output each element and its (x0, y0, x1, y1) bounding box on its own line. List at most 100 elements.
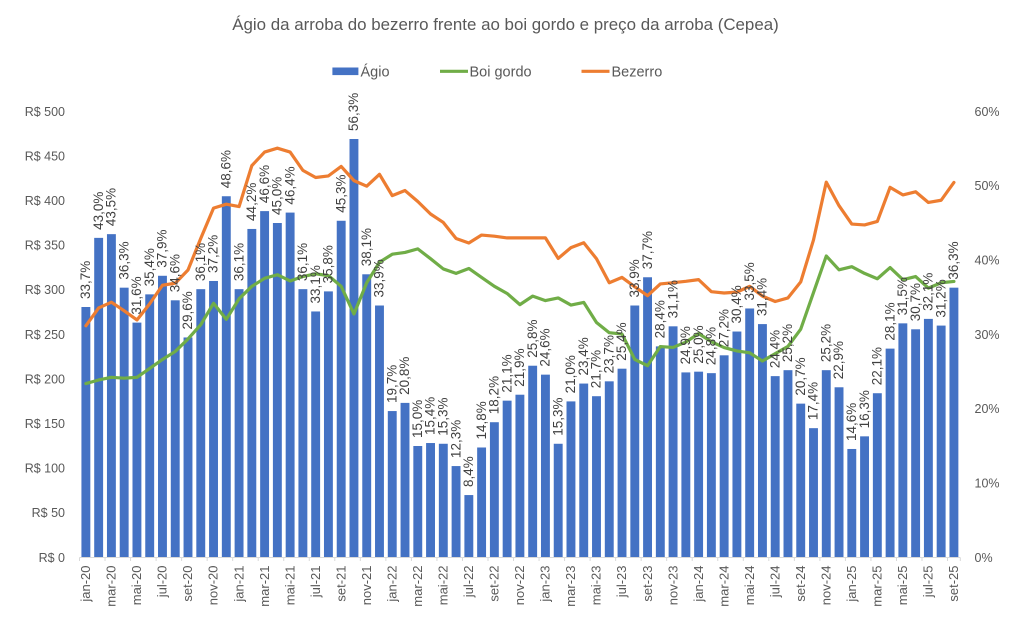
svg-text:mar-22: mar-22 (410, 566, 425, 607)
svg-text:31,4%: 31,4% (755, 278, 770, 316)
svg-text:R$ 150: R$ 150 (25, 417, 65, 431)
svg-text:R$ 100: R$ 100 (25, 462, 65, 476)
svg-text:25,4%: 25,4% (614, 322, 629, 360)
svg-text:24,8%: 24,8% (704, 327, 719, 365)
svg-text:24,9%: 24,9% (678, 326, 693, 364)
svg-text:37,7%: 37,7% (640, 231, 655, 269)
svg-text:14,6%: 14,6% (844, 403, 859, 441)
svg-text:mar-20: mar-20 (104, 566, 119, 607)
svg-text:36,1%: 36,1% (231, 243, 246, 281)
svg-text:35,4%: 35,4% (142, 248, 157, 286)
svg-text:48,6%: 48,6% (219, 150, 234, 188)
svg-text:jan-21: jan-21 (231, 566, 246, 603)
svg-text:jan-24: jan-24 (691, 566, 706, 603)
svg-text:27,2%: 27,2% (716, 309, 731, 347)
svg-text:mai-24: mai-24 (742, 566, 757, 606)
svg-text:15,0%: 15,0% (410, 400, 425, 438)
svg-text:R$ 350: R$ 350 (25, 239, 65, 253)
svg-text:jan-23: jan-23 (538, 566, 553, 603)
svg-text:43,5%: 43,5% (104, 188, 119, 226)
svg-text:mai-25: mai-25 (895, 566, 910, 606)
svg-text:mar-21: mar-21 (257, 566, 272, 607)
svg-text:30,4%: 30,4% (729, 285, 744, 323)
svg-text:21,1%: 21,1% (499, 354, 514, 392)
svg-text:21,9%: 21,9% (512, 348, 527, 386)
svg-text:20%: 20% (975, 402, 1000, 416)
svg-text:33,1%: 33,1% (308, 265, 323, 303)
svg-text:jan-25: jan-25 (844, 566, 859, 603)
svg-text:18,2%: 18,2% (487, 376, 502, 414)
svg-text:17,4%: 17,4% (806, 382, 821, 420)
svg-text:33,5%: 33,5% (742, 262, 757, 300)
svg-text:33,9%: 33,9% (372, 259, 387, 297)
svg-text:30%: 30% (975, 328, 1000, 342)
svg-text:nov-20: nov-20 (206, 566, 221, 606)
svg-text:set-21: set-21 (333, 566, 348, 602)
svg-text:nov-22: nov-22 (512, 566, 527, 606)
svg-text:R$ 0: R$ 0 (39, 551, 65, 565)
svg-text:R$ 200: R$ 200 (25, 372, 65, 386)
svg-text:set-24: set-24 (793, 566, 808, 602)
svg-text:R$ 300: R$ 300 (25, 283, 65, 297)
svg-text:31,1%: 31,1% (665, 280, 680, 318)
svg-text:28,1%: 28,1% (882, 302, 897, 340)
svg-text:20,8%: 20,8% (397, 357, 412, 395)
svg-text:30,7%: 30,7% (908, 283, 923, 321)
svg-text:37,9%: 37,9% (155, 229, 170, 267)
svg-text:31,5%: 31,5% (895, 277, 910, 315)
svg-text:46,6%: 46,6% (257, 165, 272, 203)
svg-text:nov-24: nov-24 (818, 566, 833, 606)
svg-text:56,3%: 56,3% (346, 93, 361, 131)
svg-text:Ágio da arroba do bezerro fren: Ágio da arroba do bezerro frente ao boi … (232, 15, 778, 34)
svg-text:33,7%: 33,7% (78, 261, 93, 299)
svg-text:jul-22: jul-22 (461, 566, 476, 599)
svg-text:mai-20: mai-20 (129, 566, 144, 606)
svg-text:24,6%: 24,6% (538, 328, 553, 366)
svg-text:mar-24: mar-24 (716, 566, 731, 607)
svg-text:25,2%: 25,2% (780, 324, 795, 362)
svg-text:29,6%: 29,6% (180, 291, 195, 329)
svg-text:nov-21: nov-21 (359, 566, 374, 606)
svg-text:Boi gordo: Boi gordo (470, 65, 532, 81)
svg-text:12,3%: 12,3% (448, 420, 463, 458)
svg-text:38,1%: 38,1% (359, 228, 374, 266)
svg-text:43,0%: 43,0% (91, 192, 106, 230)
svg-text:mar-25: mar-25 (870, 566, 885, 607)
svg-text:jul-23: jul-23 (614, 566, 629, 599)
svg-text:15,3%: 15,3% (436, 397, 451, 435)
svg-text:nov-23: nov-23 (665, 566, 680, 606)
svg-text:60%: 60% (975, 105, 1000, 119)
svg-text:32,1%: 32,1% (921, 273, 936, 311)
svg-text:21,0%: 21,0% (563, 355, 578, 393)
svg-text:Ágio: Ágio (361, 64, 390, 81)
svg-text:R$ 400: R$ 400 (25, 194, 65, 208)
svg-text:45,0%: 45,0% (270, 177, 285, 215)
svg-text:25,2%: 25,2% (818, 324, 833, 362)
svg-text:21,7%: 21,7% (589, 350, 604, 388)
svg-text:36,1%: 36,1% (295, 243, 310, 281)
svg-text:jul-21: jul-21 (308, 566, 323, 599)
svg-text:8,4%: 8,4% (461, 456, 476, 487)
svg-text:mai-23: mai-23 (589, 566, 604, 606)
svg-text:40%: 40% (975, 253, 1000, 267)
svg-text:mar-23: mar-23 (563, 566, 578, 607)
svg-text:mai-22: mai-22 (436, 566, 451, 606)
svg-text:set-23: set-23 (640, 566, 655, 602)
svg-text:0%: 0% (975, 551, 993, 565)
svg-text:36,3%: 36,3% (116, 241, 131, 279)
svg-text:set-25: set-25 (946, 566, 961, 602)
svg-text:jul-25: jul-25 (921, 566, 936, 599)
svg-text:jan-20: jan-20 (78, 566, 93, 603)
svg-text:37,2%: 37,2% (206, 235, 221, 273)
svg-text:24,4%: 24,4% (767, 330, 782, 368)
svg-text:44,2%: 44,2% (244, 183, 259, 221)
svg-text:R$ 50: R$ 50 (32, 506, 65, 520)
svg-text:15,4%: 15,4% (423, 397, 438, 435)
svg-text:31,6%: 31,6% (129, 276, 144, 314)
svg-text:35,8%: 35,8% (321, 245, 336, 283)
svg-text:23,4%: 23,4% (576, 337, 591, 375)
svg-text:46,4%: 46,4% (282, 166, 297, 204)
svg-text:set-20: set-20 (180, 566, 195, 602)
svg-text:R$ 250: R$ 250 (25, 328, 65, 342)
svg-text:jul-24: jul-24 (767, 566, 782, 599)
